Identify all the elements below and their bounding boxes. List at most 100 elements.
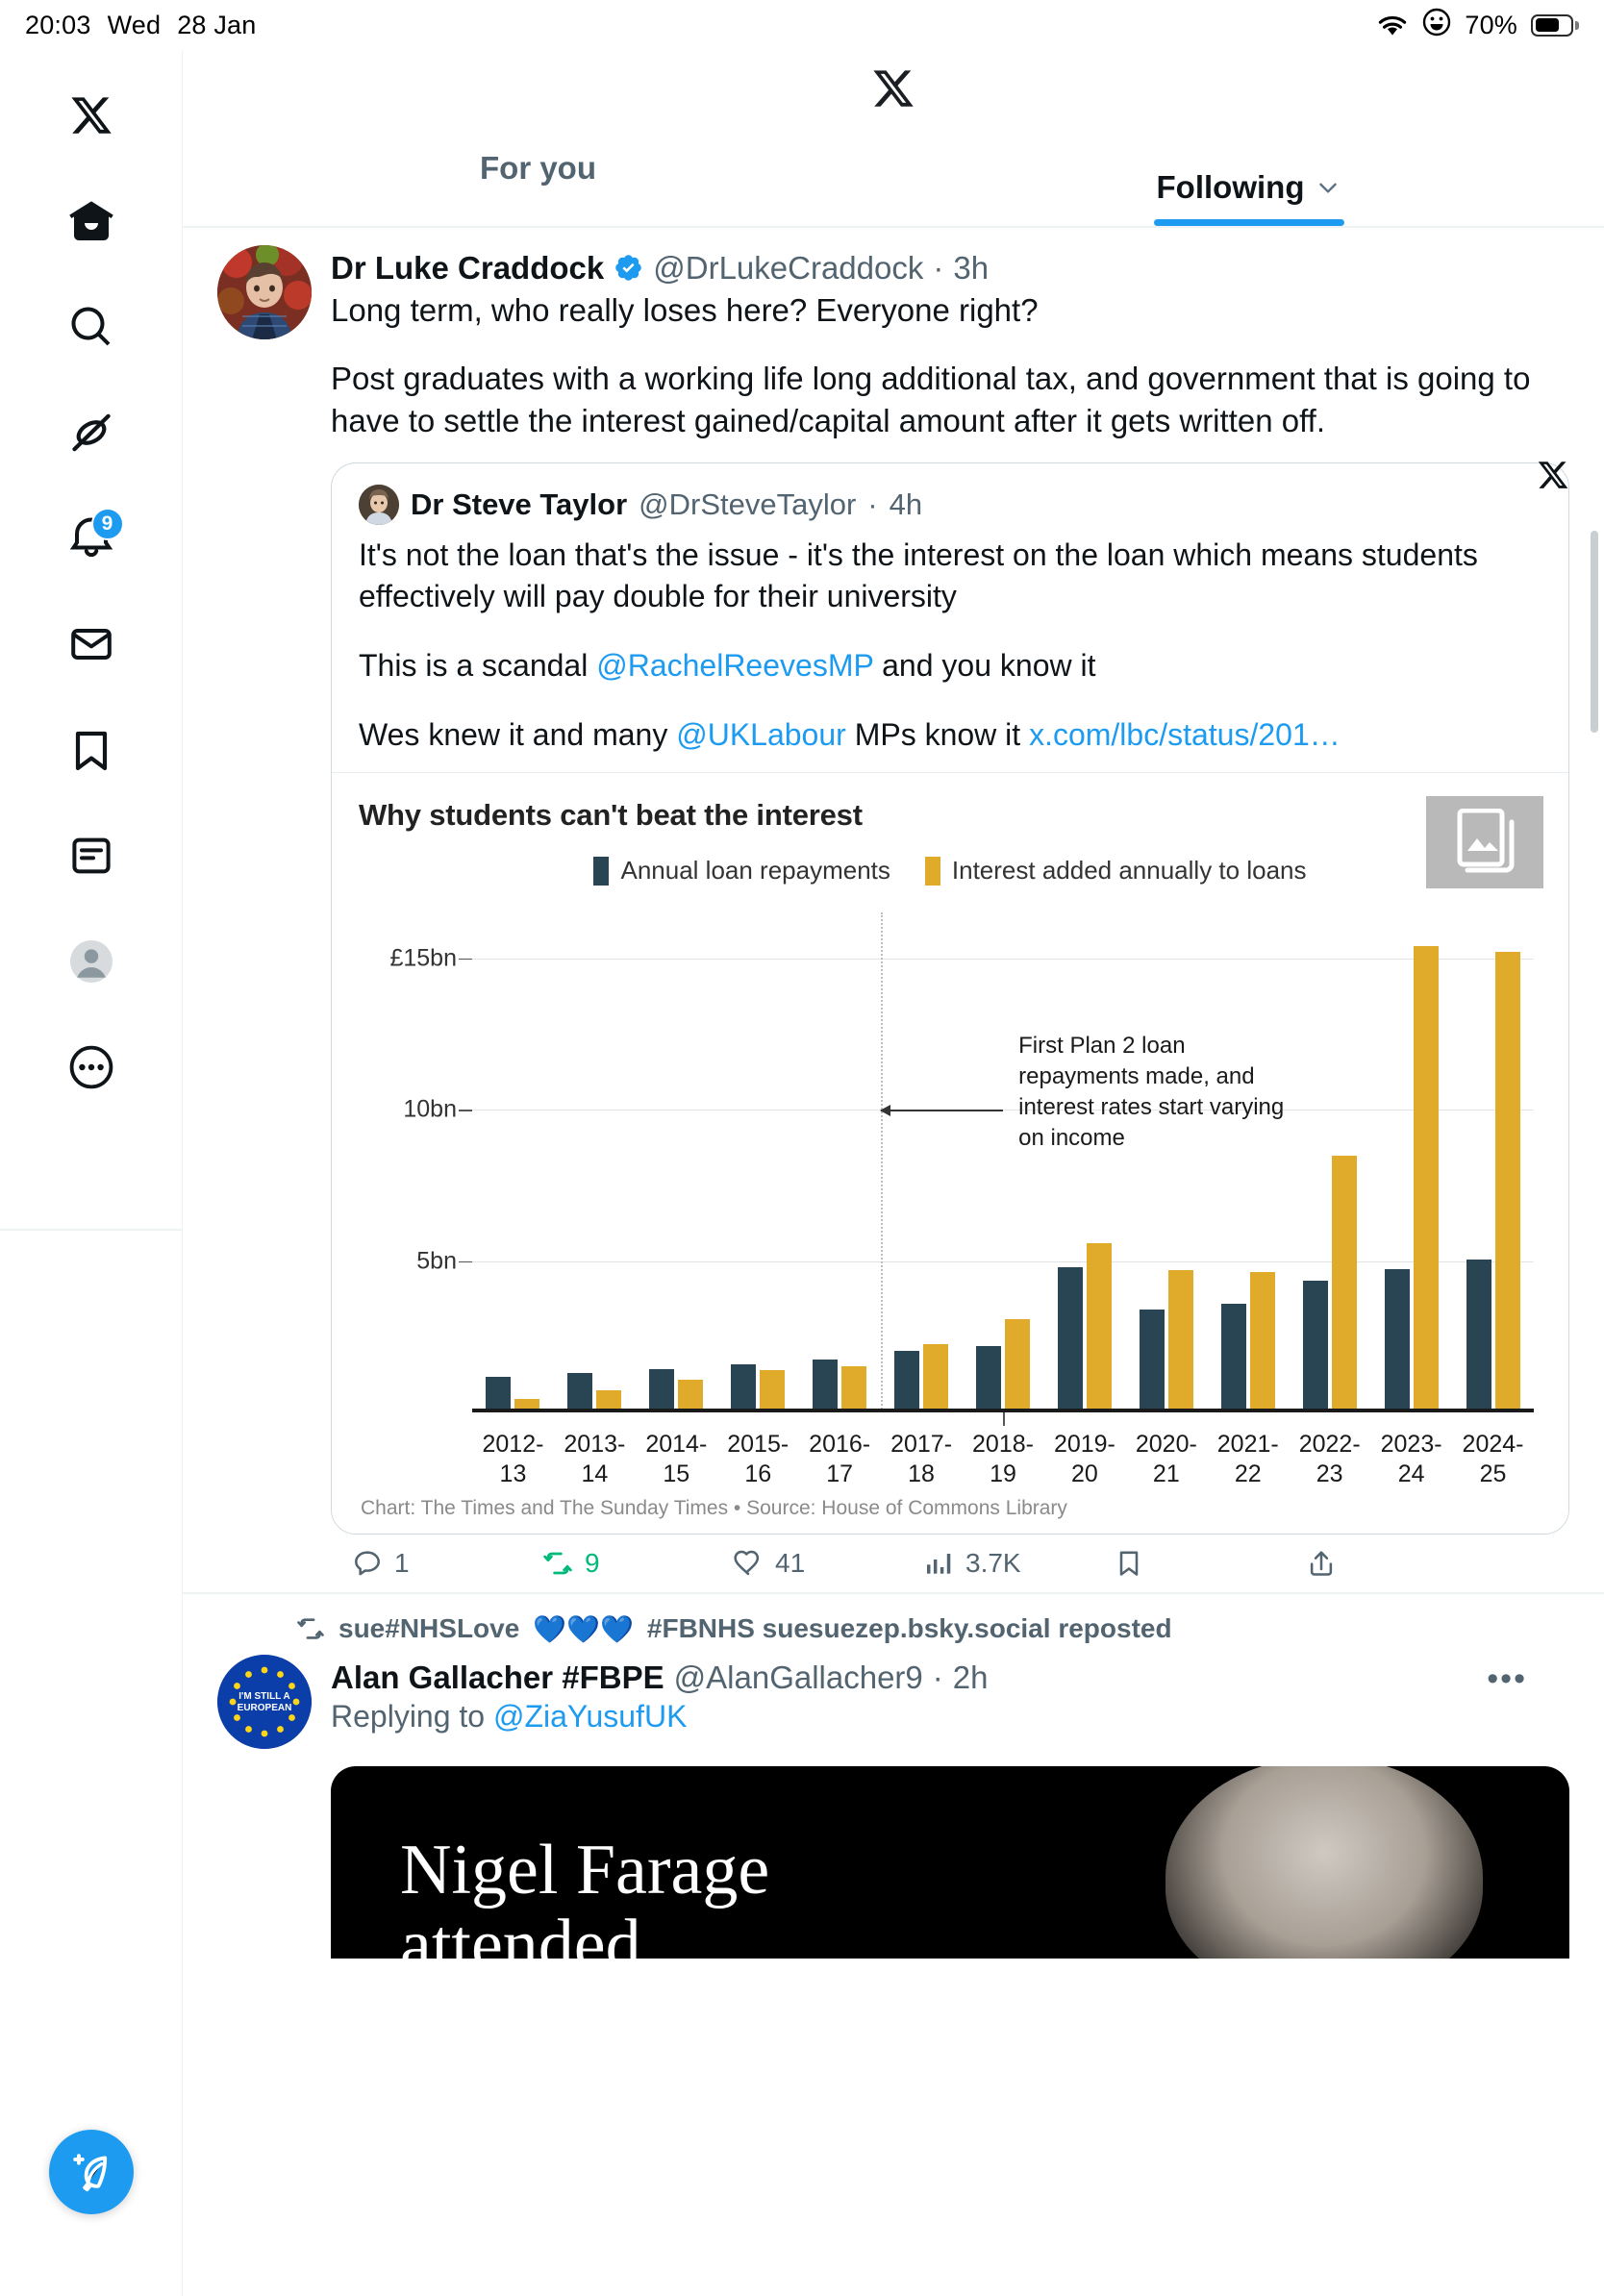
tweet-separator: ·: [933, 249, 944, 286]
y-tick-10: 10bn: [403, 1095, 457, 1123]
chart-x-labels-wrap: 2012- 13 2013- 14 2014- 15 2015- 16 2016- 17 2017-…: [359, 1412, 1541, 1487]
messages-icon: [70, 629, 112, 660]
main-timeline: For you Following: [183, 50, 1604, 2296]
mention-uklabour[interactable]: @UKLabour: [676, 717, 846, 753]
quoted-p2-post: and you know it: [873, 647, 1096, 683]
legend-label-repayments: Annual loan repayments: [620, 856, 890, 886]
chart-bar-group: [554, 912, 636, 1413]
tweet2-author-name[interactable]: Alan Gallacher #FBPE: [331, 1659, 664, 1695]
sidebar-item-more[interactable]: [49, 1025, 134, 1110]
quoted-p3-pre: Wes knew it and many: [359, 717, 677, 753]
header-logo-bar: [183, 50, 1604, 127]
chart-bar-group: [636, 912, 717, 1413]
sidebar-item-x-logo[interactable]: [49, 73, 134, 158]
avatar[interactable]: [217, 244, 312, 339]
sidebar-divider: [0, 1229, 183, 1231]
tweet-source-x-icon: [1537, 459, 1569, 496]
y-tick-15: £15bn: [389, 944, 457, 972]
quoted-timestamp: 4h: [889, 487, 923, 522]
x-logo-icon: [70, 97, 112, 134]
sidebar-item-home[interactable]: [49, 179, 134, 263]
compose-quill-icon: [73, 2154, 108, 2192]
sidebar-item-messages[interactable]: [49, 602, 134, 686]
chart-x-tick-label: 2013- 14: [554, 1412, 1005, 1488]
chart-vertical-divider: [880, 912, 883, 1413]
chart-bar-group: [963, 912, 1044, 1413]
views-button[interactable]: 3.7K: [923, 1548, 1114, 1579]
tab-following[interactable]: Following: [893, 127, 1604, 226]
tab-for-you-label: For you: [480, 150, 596, 186]
heart-icon: [734, 1551, 760, 1576]
sidebar-item-explore[interactable]: [49, 285, 134, 369]
quoted-avatar[interactable]: [359, 485, 399, 526]
eu-flag-avatar[interactable]: I'M STILL A EUROPEAN: [217, 1654, 312, 1749]
chart-bar: [1086, 1242, 1112, 1413]
annotation-arrow: [879, 1105, 1003, 1117]
quoted-paragraph-2: This is a scandal @RachelReevesMP and yo…: [359, 645, 1541, 686]
tweet-line-2: Post graduates with a working life long …: [331, 361, 1531, 438]
analytics-icon: [927, 1554, 951, 1575]
media-headline-line-2: attended: [400, 1905, 641, 1959]
scrollbar-thumb[interactable]: [1591, 531, 1598, 733]
svg-text:EUROPEAN: EUROPEAN: [238, 1703, 292, 1713]
sidebar-item-grok[interactable]: [49, 390, 134, 475]
more-options-icon[interactable]: •••: [1487, 1660, 1527, 1697]
mention-rachel-reeves[interactable]: @RachelReevesMP: [596, 647, 874, 683]
profile-icon: [69, 940, 113, 983]
quoted-tweet[interactable]: Dr Steve Taylor @DrSteveTaylor · 4h It's…: [331, 462, 1569, 1535]
quoted-author-handle[interactable]: @DrSteveTaylor: [639, 487, 857, 522]
chart-x-tick-label: 2016- 17: [799, 1412, 1005, 1488]
tweet-action-bar: 1 9 41: [217, 1535, 1569, 1592]
replying-to-handle[interactable]: @ZiaYusufUK: [492, 1699, 688, 1734]
image-stack-icon: [1426, 796, 1543, 889]
repost-button[interactable]: 9: [542, 1548, 733, 1579]
timeline-tabs: For you Following: [183, 127, 1604, 226]
views-count: 3.7K: [965, 1548, 1021, 1579]
sidebar-item-profile[interactable]: [49, 919, 134, 1004]
chart-card[interactable]: Why students can't beat the interest: [332, 772, 1568, 1535]
tweet-author-name[interactable]: Dr Luke Craddock: [331, 249, 605, 286]
chart-annotation: First Plan 2 loan repayments made, and i…: [1018, 1033, 1285, 1151]
tweet2-header: Alan Gallacher #FBPE @AlanGallacher9 · 2…: [331, 1660, 1569, 1695]
chart-y-axis: £15bn 10bn 5bn: [359, 912, 464, 1412]
tweet2-author-handle[interactable]: @AlanGallacher9: [673, 1659, 923, 1695]
chart-bar: [486, 1376, 512, 1413]
chart-bar: [1384, 1268, 1410, 1413]
chart-bar: [1331, 1155, 1357, 1413]
bookmark-button[interactable]: [1114, 1548, 1306, 1579]
tab-for-you[interactable]: For you: [183, 127, 893, 226]
sidebar-item-lists[interactable]: [49, 813, 134, 898]
tweet2-media[interactable]: Nigel Farage attended: [331, 1765, 1569, 1959]
share-button[interactable]: [1306, 1548, 1337, 1579]
reply-button[interactable]: 1: [352, 1548, 542, 1579]
repost-count: 9: [585, 1548, 600, 1579]
chart-bar: [567, 1373, 593, 1413]
like-button[interactable]: 41: [733, 1548, 923, 1579]
chart-x-tick-label: 2017- 18: [881, 1412, 1005, 1488]
like-count: 41: [775, 1548, 806, 1579]
chart-x-tick-label: 2014- 15: [636, 1412, 1005, 1488]
chart-x-tick-label: 2024- 25: [1003, 1412, 1534, 1488]
chart-grid: First Plan 2 loan repayments made, and i…: [459, 912, 1534, 1413]
repost-text-pre: sue#NHSLove: [338, 1613, 520, 1644]
x-logo-icon: [873, 70, 914, 107]
sidebar-item-notifications[interactable]: 9: [49, 496, 134, 581]
sidebar-item-bookmarks[interactable]: [49, 708, 134, 792]
quoted-author-name[interactable]: Dr Steve Taylor: [411, 487, 628, 522]
share-icon: [1310, 1551, 1333, 1577]
tweet-alan-gallacher[interactable]: sue#NHSLove 💙💙💙 #FBNHS suesuezep.bsky.soci…: [183, 1594, 1604, 1959]
chart-bar: [813, 1360, 839, 1413]
chart-bar: [975, 1346, 1001, 1413]
chart-bar-group: [1207, 912, 1289, 1413]
tweet-author-handle[interactable]: @DrLukeCraddock: [653, 249, 924, 286]
legend-swatch-gold: [924, 856, 940, 886]
chart-bar-group: [1043, 912, 1125, 1413]
external-link-lbc[interactable]: x.com/lbc/status/201…: [1029, 717, 1341, 753]
chart-bar: [1139, 1310, 1165, 1413]
compose-post-button[interactable]: [49, 2130, 134, 2214]
gridline-5: [459, 1260, 1534, 1263]
tweet-header: Dr Luke Craddock @DrLukeCraddock · 3h: [331, 249, 1569, 286]
tweet-dr-luke-craddock[interactable]: Dr Luke Craddock @DrLukeCraddock · 3h Lo…: [183, 228, 1604, 1593]
sidebar: 9: [0, 50, 183, 2296]
chart-x-axis-line: [472, 1409, 1534, 1413]
